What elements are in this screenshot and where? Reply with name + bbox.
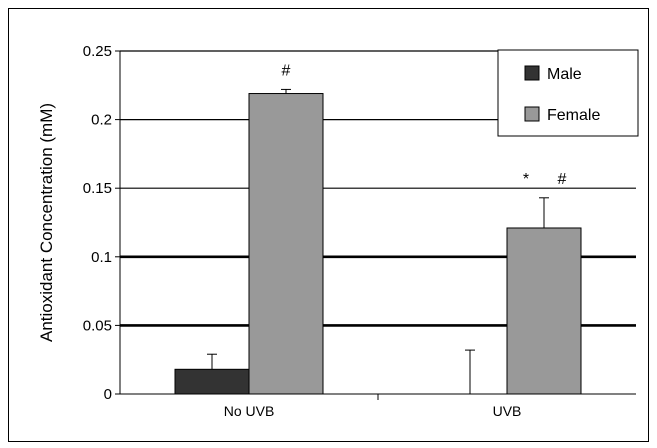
y-axis-label: Antioxidant Concentration (mM) bbox=[37, 103, 56, 342]
significance-marker: # bbox=[282, 62, 291, 79]
y-tick-label: 0.1 bbox=[91, 249, 112, 266]
bar bbox=[174, 368, 250, 395]
legend-swatch bbox=[524, 65, 540, 81]
figure-border bbox=[8, 8, 649, 442]
y-tick-label: 0.2 bbox=[91, 112, 112, 129]
significance-marker: * bbox=[523, 171, 529, 188]
y-tick-label: 0.15 bbox=[83, 180, 112, 197]
legend-label: Male bbox=[547, 66, 582, 83]
x-tick-label: No UVB bbox=[224, 403, 275, 419]
significance-marker: # bbox=[558, 171, 567, 188]
legend-label: Female bbox=[547, 107, 600, 124]
y-tick-label: 0 bbox=[104, 386, 112, 403]
x-tick-label: UVB bbox=[493, 403, 522, 419]
legend-swatch bbox=[524, 106, 540, 122]
y-tick-label: 0.25 bbox=[83, 43, 112, 60]
bar bbox=[506, 227, 582, 395]
bar bbox=[248, 93, 324, 395]
y-tick-label: 0.05 bbox=[83, 317, 112, 334]
legend-box bbox=[497, 49, 639, 137]
